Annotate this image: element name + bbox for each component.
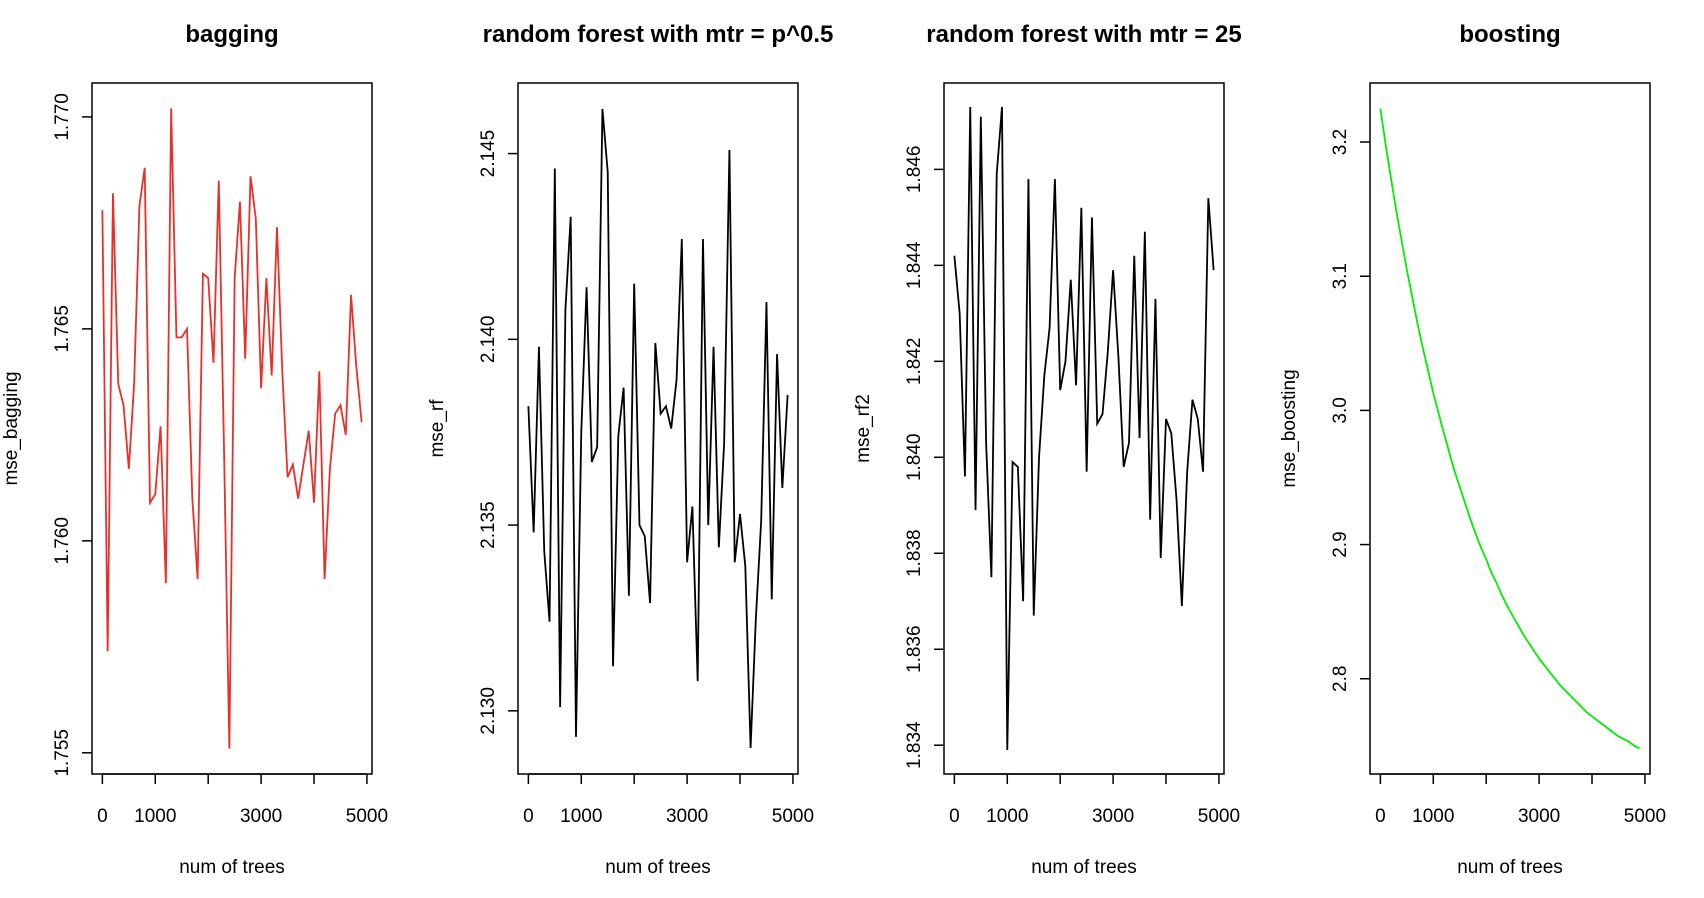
x-tick-label: 3000 [1092, 806, 1134, 827]
y-axis-label: mse_boosting [1279, 369, 1300, 487]
y-axis-label: mse_rf [427, 399, 448, 458]
chart-title: bagging [185, 21, 278, 48]
y-tick-label: 2.140 [478, 316, 499, 364]
x-tick-label: 0 [97, 806, 108, 827]
x-axis-label: num of trees [1031, 857, 1137, 878]
y-tick-label: 1.840 [904, 434, 925, 482]
y-tick-label: 1.770 [52, 93, 73, 141]
y-tick-label: 1.842 [904, 338, 925, 386]
x-tick-label: 5000 [346, 806, 388, 827]
x-tick-label: 5000 [1624, 806, 1666, 827]
x-tick-label: 0 [1375, 806, 1386, 827]
y-tick-label: 1.755 [52, 729, 73, 777]
y-tick-label: 1.836 [904, 625, 925, 673]
x-tick-label: 3000 [240, 806, 282, 827]
x-tick-label: 1000 [986, 806, 1028, 827]
y-tick-label: 1.844 [904, 241, 925, 289]
x-tick-label: 1000 [560, 806, 602, 827]
y-tick-label: 3.0 [1330, 397, 1351, 423]
x-axis-label: num of trees [179, 857, 285, 878]
x-tick-label: 5000 [1198, 806, 1240, 827]
y-tick-label: 3.1 [1330, 263, 1351, 289]
y-tick-label: 2.130 [478, 687, 499, 735]
x-tick-label: 1000 [1412, 806, 1454, 827]
y-tick-label: 2.8 [1330, 666, 1351, 692]
x-tick-label: 0 [949, 806, 960, 827]
y-tick-label: 2.145 [478, 130, 499, 178]
y-tick-label: 2.135 [478, 501, 499, 549]
y-tick-label: 1.834 [904, 721, 925, 769]
x-tick-label: 3000 [1518, 806, 1560, 827]
y-axis-label: mse_bagging [1, 371, 22, 485]
y-tick-label: 1.765 [52, 305, 73, 353]
plot-box [1369, 82, 1651, 775]
y-tick-label: 3.2 [1330, 129, 1351, 155]
y-tick-label: 1.846 [904, 146, 925, 194]
y-tick-label: 1.760 [52, 517, 73, 565]
plot-box [91, 82, 373, 775]
x-axis-label: num of trees [1457, 857, 1563, 878]
x-tick-label: 5000 [772, 806, 814, 827]
chart-title: random forest with mtr = 25 [926, 21, 1241, 48]
data-line [953, 106, 1215, 751]
chart-title: boosting [1459, 21, 1560, 48]
data-line [1379, 108, 1641, 750]
y-tick-label: 2.9 [1330, 531, 1351, 557]
data-line [101, 108, 363, 749]
x-tick-label: 3000 [666, 806, 708, 827]
x-tick-label: 0 [523, 806, 534, 827]
y-tick-label: 1.838 [904, 529, 925, 577]
chart-title: random forest with mtr = p^0.5 [483, 21, 834, 48]
data-line [527, 108, 789, 749]
x-axis-label: num of trees [605, 857, 711, 878]
y-axis-label: mse_rf2 [853, 394, 874, 463]
x-tick-label: 1000 [134, 806, 176, 827]
